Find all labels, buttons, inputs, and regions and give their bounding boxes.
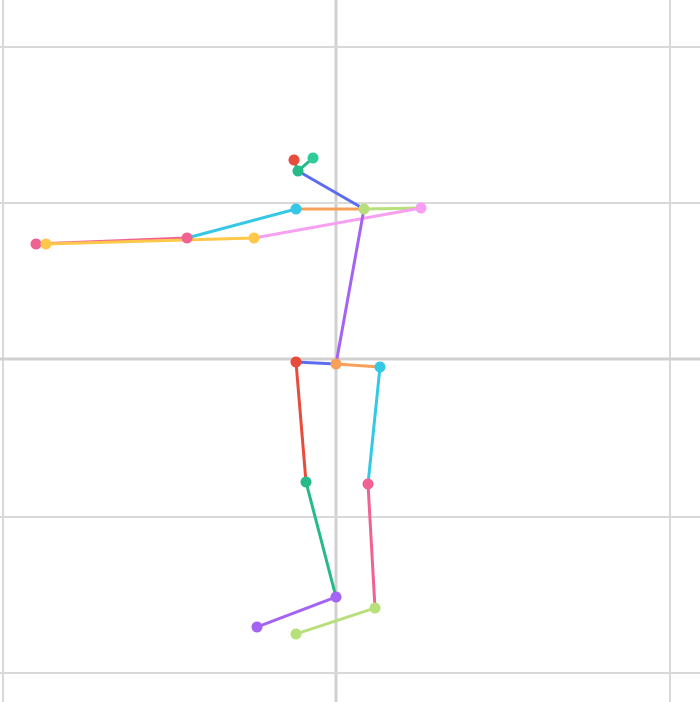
- bone-neck-to-shoulder-right: [362, 206, 423, 211]
- bone-knee-left-to-ankle-left: [304, 480, 338, 599]
- bone-hip-left-to-pelvis: [294, 360, 338, 366]
- bone-knee-right-to-ankle-right: [366, 482, 377, 610]
- bone-hip-left-to-knee-left: [294, 360, 308, 484]
- bone-shoulder-left-to-elbow-left-top: [185, 207, 298, 240]
- bone-neck-to-pelvis: [334, 207, 366, 366]
- joint-toe-right: [290, 628, 302, 640]
- joint-elbow-left-top: [181, 232, 193, 244]
- joint-ankle-right: [369, 602, 381, 614]
- joint-toe-left: [251, 621, 263, 633]
- bone-elbow-left-to-hand-left: [44, 236, 256, 246]
- joint-head-left: [288, 154, 300, 166]
- bone-neck-top-to-neck: [296, 169, 366, 211]
- bones: [34, 156, 423, 636]
- joint-elbow-left: [248, 232, 260, 244]
- joint-hip-left: [290, 356, 302, 368]
- joint-hand-left-top: [30, 238, 42, 250]
- bone-shoulder-right-to-elbow-left: [252, 206, 423, 240]
- joint-head-right: [307, 152, 319, 164]
- joints: [30, 152, 427, 640]
- joint-pelvis: [330, 358, 342, 370]
- joint-neck: [358, 203, 370, 215]
- joint-knee-right: [362, 478, 374, 490]
- joint-ankle-left: [330, 591, 342, 603]
- joint-shoulder-right: [415, 202, 427, 214]
- bone-hip-right-to-knee-right: [366, 365, 382, 486]
- bone-ankle-left-to-toe-left: [255, 595, 338, 629]
- joint-knee-left: [300, 476, 312, 488]
- bone-pelvis-to-hip-right: [334, 362, 382, 369]
- joint-shoulder-left: [290, 203, 302, 215]
- joint-hand-left: [40, 238, 52, 250]
- bone-ankle-right-to-toe-right: [294, 606, 377, 636]
- joint-hip-right: [374, 361, 386, 373]
- joint-neck-top: [292, 165, 304, 177]
